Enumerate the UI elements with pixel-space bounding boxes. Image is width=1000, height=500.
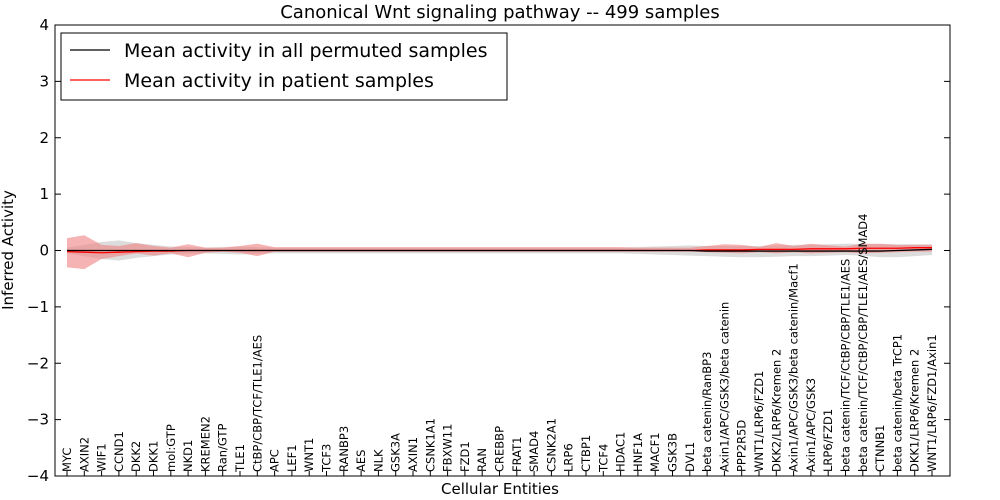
y-tick-label: −4 (27, 467, 49, 485)
x-category-label: RAN (475, 448, 489, 472)
x-category-label: Axin1/APC/GSK3/beta catenin/Macf1 (787, 263, 801, 472)
x-category-label: LRP6 (562, 443, 576, 472)
legend-label-patient: Mean activity in patient samples (124, 70, 434, 92)
legend-label-permuted: Mean activity in all permuted samples (124, 40, 487, 62)
x-category-label: FBXW11 (441, 424, 455, 472)
x-category-label: DKK2/LRP6/Kremen 2 (769, 349, 783, 472)
x-category-label: mol:GTP (164, 424, 178, 472)
x-category-label: DVL1 (683, 442, 697, 472)
x-category-label: Axin1/APC/GSK3/beta catenin (717, 302, 731, 472)
y-tick-label: −3 (27, 411, 49, 429)
x-category-label: CSNK1A1 (423, 418, 437, 472)
y-axis-title: Inferred Activity (0, 190, 17, 310)
x-category-label: TLE1 (233, 444, 247, 473)
x-category-label: TCF3 (320, 444, 334, 473)
y-tick-label: 0 (39, 242, 49, 260)
series-lines (66, 247, 933, 254)
x-category-label: RANBP3 (337, 426, 351, 472)
permuted-mean-line (67, 248, 933, 252)
x-category-label: FRAT1 (510, 437, 524, 472)
x-category-label: CtBP/CBP/TCF/TLE1/AES (250, 335, 264, 472)
x-category-label: DKK1 (147, 441, 161, 472)
y-tick-label: −1 (27, 298, 49, 316)
x-category-label: Axin1/APC/GSK3 (804, 378, 818, 472)
x-category-label: GSK3B (666, 433, 680, 472)
chart-title: Canonical Wnt signaling pathway -- 499 s… (280, 2, 720, 23)
x-category-label: AES (354, 450, 368, 472)
x-category-label: DKK1/LRP6/Kremen 2 (908, 349, 922, 472)
x-category-label: DKK2 (129, 441, 143, 472)
x-category-label: MACF1 (648, 432, 662, 472)
x-category-label: AXIN2 (77, 437, 91, 472)
x-category-label: KREMEN2 (198, 416, 212, 472)
x-category-label: beta catenin/beta TrCP1 (890, 334, 904, 472)
x-category-label: Ran/GTP (216, 424, 230, 472)
x-category-label: TCF4 (596, 444, 610, 473)
y-tick-label: −2 (27, 354, 49, 372)
x-category-label: WIF1 (95, 443, 109, 472)
x-category-label: LEF1 (285, 444, 299, 472)
x-category-label: CCND1 (112, 431, 126, 472)
x-category-label: NKD1 (181, 440, 195, 472)
x-category-label: CSNK2A1 (544, 418, 558, 472)
y-tick-label: 3 (39, 72, 49, 90)
x-category-label: CREBBP (493, 426, 507, 472)
x-category-label: AXIN1 (406, 437, 420, 472)
x-category-label: SMAD4 (527, 431, 541, 472)
x-category-label: NLK (371, 449, 385, 472)
x-category-label: LRP6/FZD1 (821, 409, 835, 472)
x-axis-title: Cellular Entities (441, 480, 559, 498)
x-category-label: HDAC1 (614, 432, 628, 472)
x-category-label: APC (268, 449, 282, 472)
x-category-label: beta catenin/RanBP3 (700, 352, 714, 472)
x-category-label: GSK3A (389, 433, 403, 472)
y-tick-label: 4 (39, 16, 49, 34)
x-category-label: CTNNB1 (873, 425, 887, 472)
x-category-label: WNT1/LRP6/FZD1 (752, 371, 766, 472)
x-category-label: WNT1/LRP6/FZD1/Axin1 (925, 334, 939, 472)
x-category-label: WNT1 (302, 438, 316, 472)
x-category-label: beta catenin/TCF/CtBP/CBP/TLE1/AES (839, 259, 853, 472)
x-category-label: HNF1A (631, 433, 645, 472)
patient-activity-band (67, 235, 932, 270)
x-category-label: MYC (60, 448, 74, 472)
y-tick-label: 2 (39, 129, 49, 147)
x-category-label: PPP2R5D (735, 420, 749, 472)
legend: Mean activity in all permuted samples Me… (60, 32, 508, 101)
x-axis-category-labels: MYC AXIN2 WIF1 CCND1 DKK2 DKK1 mol:GTP NKD1 KREM… (60, 214, 939, 476)
y-tick-label: 1 (39, 185, 49, 203)
x-category-label: CTBP1 (579, 435, 593, 472)
legend-frame (60, 32, 508, 101)
y-axis-ticks: 4 3 2 1 0 −1 −2 −3 −4 (27, 16, 950, 485)
x-category-label: FZD1 (458, 441, 472, 472)
x-category-label: beta catenin/TCF/CtBP/CBP/TLE1/AES/SMAD4 (856, 214, 870, 472)
